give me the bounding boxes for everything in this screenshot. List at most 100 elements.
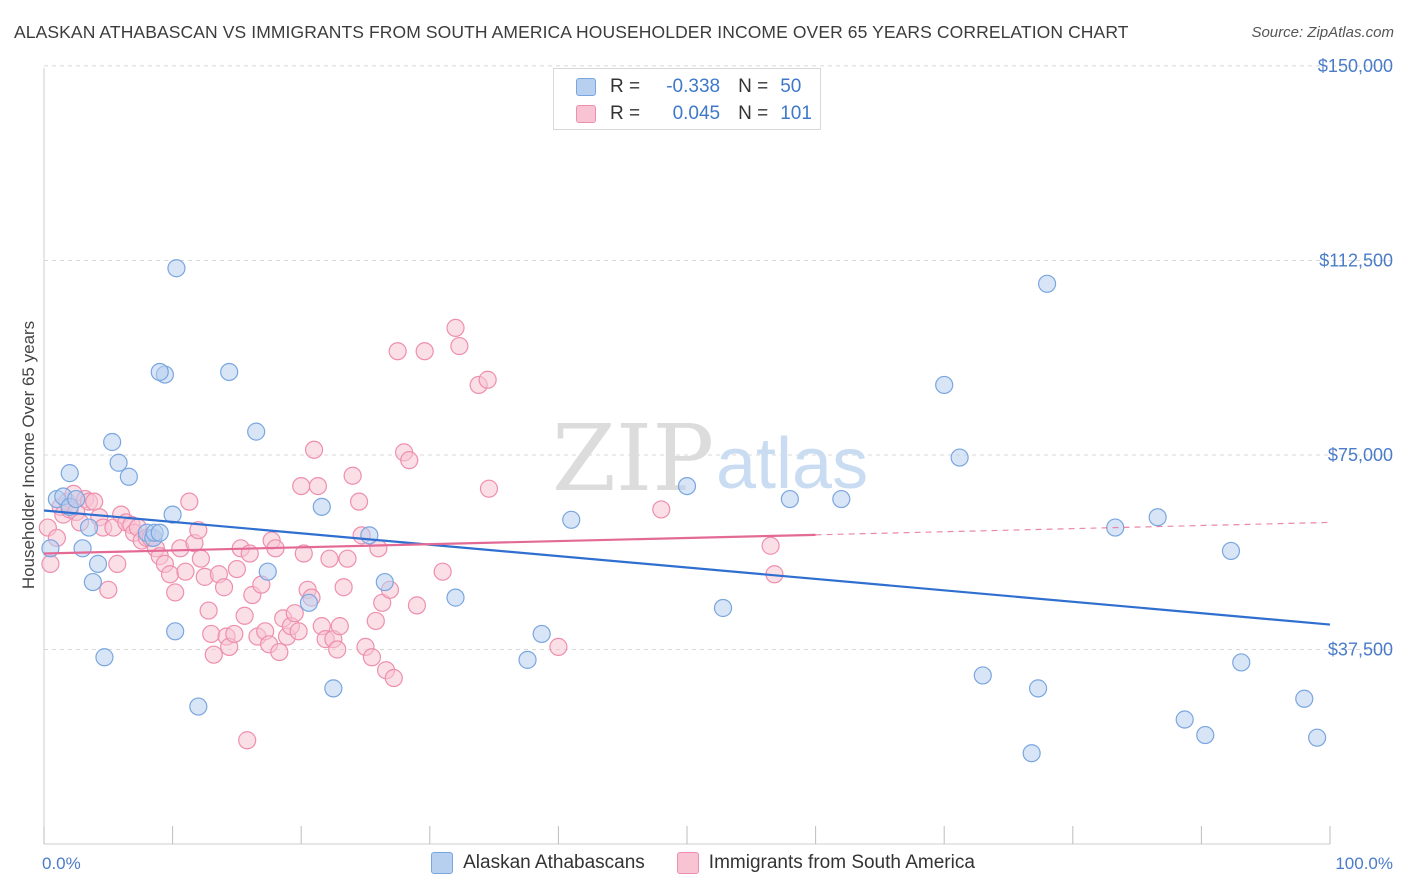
data-point-athabascans xyxy=(1308,728,1327,747)
data-point-immigrants xyxy=(334,578,353,597)
data-point-athabascans xyxy=(1022,744,1041,763)
x-tick-label-max: 100.0% xyxy=(1335,854,1393,873)
data-point-athabascans xyxy=(1232,653,1251,672)
legend-label: Alaskan Athabascans xyxy=(463,852,645,873)
legend-swatch-blue xyxy=(431,852,454,874)
data-point-athabascans xyxy=(935,375,954,395)
legend-swatch-blue xyxy=(576,78,596,96)
source-label: Source: ZipAtlas.com xyxy=(1251,24,1394,41)
data-point-immigrants xyxy=(479,479,499,498)
y-tick-labels: $37,500 $75,000 $112,500 $150,000 xyxy=(1318,56,1393,660)
y-tick-label: $37,500 xyxy=(1328,639,1393,659)
data-point-immigrants xyxy=(292,476,311,496)
data-point-immigrants xyxy=(99,580,118,599)
data-point-athabascans xyxy=(677,476,697,496)
data-point-immigrants xyxy=(238,731,257,750)
data-point-immigrants xyxy=(349,492,369,511)
data-point-athabascans xyxy=(73,539,92,558)
data-point-athabascans xyxy=(1175,710,1194,729)
data-point-athabascans xyxy=(299,593,319,612)
data-point-immigrants xyxy=(320,549,339,568)
data-point-athabascans xyxy=(79,518,99,537)
data-point-athabascans xyxy=(150,523,169,542)
data-point-immigrants xyxy=(388,342,407,361)
data-point-athabascans xyxy=(780,489,799,509)
data-point-immigrants xyxy=(204,645,223,664)
data-point-immigrants xyxy=(108,554,127,573)
data-point-immigrants xyxy=(225,624,244,644)
data-point-athabascans xyxy=(83,572,102,592)
data-point-immigrants xyxy=(366,611,385,631)
data-point-athabascans xyxy=(166,622,185,641)
data-point-immigrants xyxy=(652,500,671,519)
legend-swatch-pink xyxy=(676,852,699,874)
data-point-athabascans xyxy=(1196,725,1215,745)
data-point-immigrants xyxy=(761,536,780,555)
data-point-immigrants xyxy=(308,476,328,496)
watermark: ZIP atlas xyxy=(552,405,868,512)
legend-n-label: N = xyxy=(738,103,769,124)
data-point-immigrants xyxy=(214,578,234,597)
data-point-immigrants xyxy=(235,606,254,625)
watermark-zip: ZIP xyxy=(552,405,714,512)
trend-line-immigrants xyxy=(43,533,816,555)
data-point-immigrants xyxy=(549,637,568,656)
data-point-athabascans xyxy=(167,259,186,278)
data-point-immigrants xyxy=(407,596,427,615)
data-point-immigrants xyxy=(446,318,465,337)
data-point-immigrants xyxy=(202,624,221,644)
data-point-immigrants xyxy=(328,640,347,659)
legend-row-athabascans: R = -0.338 N = 50 xyxy=(576,75,801,99)
data-point-immigrants xyxy=(289,622,308,641)
data-point-immigrants xyxy=(415,342,434,361)
data-point-athabascans xyxy=(532,624,551,644)
data-point-athabascans xyxy=(150,362,169,382)
data-point-athabascans xyxy=(324,679,343,698)
legend-item-immigrants[interactable]: Immigrants from South America xyxy=(676,852,975,874)
y-tick-label: $150,000 xyxy=(1318,56,1393,76)
legend-r-value: 0.045 xyxy=(672,103,721,124)
data-point-immigrants xyxy=(343,466,362,485)
correlation-legend: R = -0.338 N = 50 R = 0.045 N = 101 xyxy=(553,68,821,130)
data-point-athabascans xyxy=(1028,679,1048,698)
legend-r-label: R = xyxy=(610,103,641,124)
data-point-athabascans xyxy=(973,666,992,685)
y-axis-label: Householder Income Over 65 years xyxy=(19,321,38,589)
data-point-athabascans xyxy=(109,453,128,472)
data-point-immigrants xyxy=(330,617,349,636)
data-point-athabascans xyxy=(119,467,138,486)
data-point-athabascans xyxy=(60,464,79,483)
data-point-immigrants xyxy=(270,642,289,662)
axes xyxy=(43,68,1331,845)
data-point-immigrants xyxy=(400,451,419,470)
data-point-immigrants xyxy=(199,601,218,620)
series-legend: Alaskan Athabascans Immigrants from Sout… xyxy=(0,850,1406,876)
data-point-immigrants xyxy=(160,565,180,584)
legend-row-immigrants: R = 0.045 N = 101 xyxy=(576,102,812,126)
data-point-immigrants xyxy=(362,648,382,667)
data-point-immigrants xyxy=(180,492,199,511)
y-tick-label: $112,500 xyxy=(1319,250,1393,270)
data-point-athabascans xyxy=(247,422,266,441)
data-point-athabascans xyxy=(67,489,86,509)
data-point-athabascans xyxy=(446,588,465,607)
data-point-athabascans xyxy=(163,505,182,524)
x-tick-label-min: 0.0% xyxy=(42,854,81,873)
data-point-immigrants xyxy=(176,562,195,581)
legend-n-value: 50 xyxy=(780,76,802,97)
data-point-immigrants xyxy=(166,583,185,602)
data-point-athabascans xyxy=(1221,541,1241,561)
trend-line-athabascans xyxy=(43,509,1331,626)
legend-swatch-pink xyxy=(576,105,596,123)
chart-title: ALASKAN ATHABASCAN VS IMMIGRANTS FROM SO… xyxy=(14,22,1129,42)
legend-item-athabascans[interactable]: Alaskan Athabascans xyxy=(431,852,645,874)
legend-label: Immigrants from South America xyxy=(708,852,975,873)
data-point-athabascans xyxy=(312,497,331,516)
trend-line-immigrants-extension xyxy=(815,521,1331,536)
data-point-athabascans xyxy=(832,489,851,509)
data-point-immigrants xyxy=(294,544,313,563)
legend-r-label: R = xyxy=(610,76,641,97)
data-point-athabascans xyxy=(1148,508,1167,527)
data-point-athabascans xyxy=(258,562,277,581)
